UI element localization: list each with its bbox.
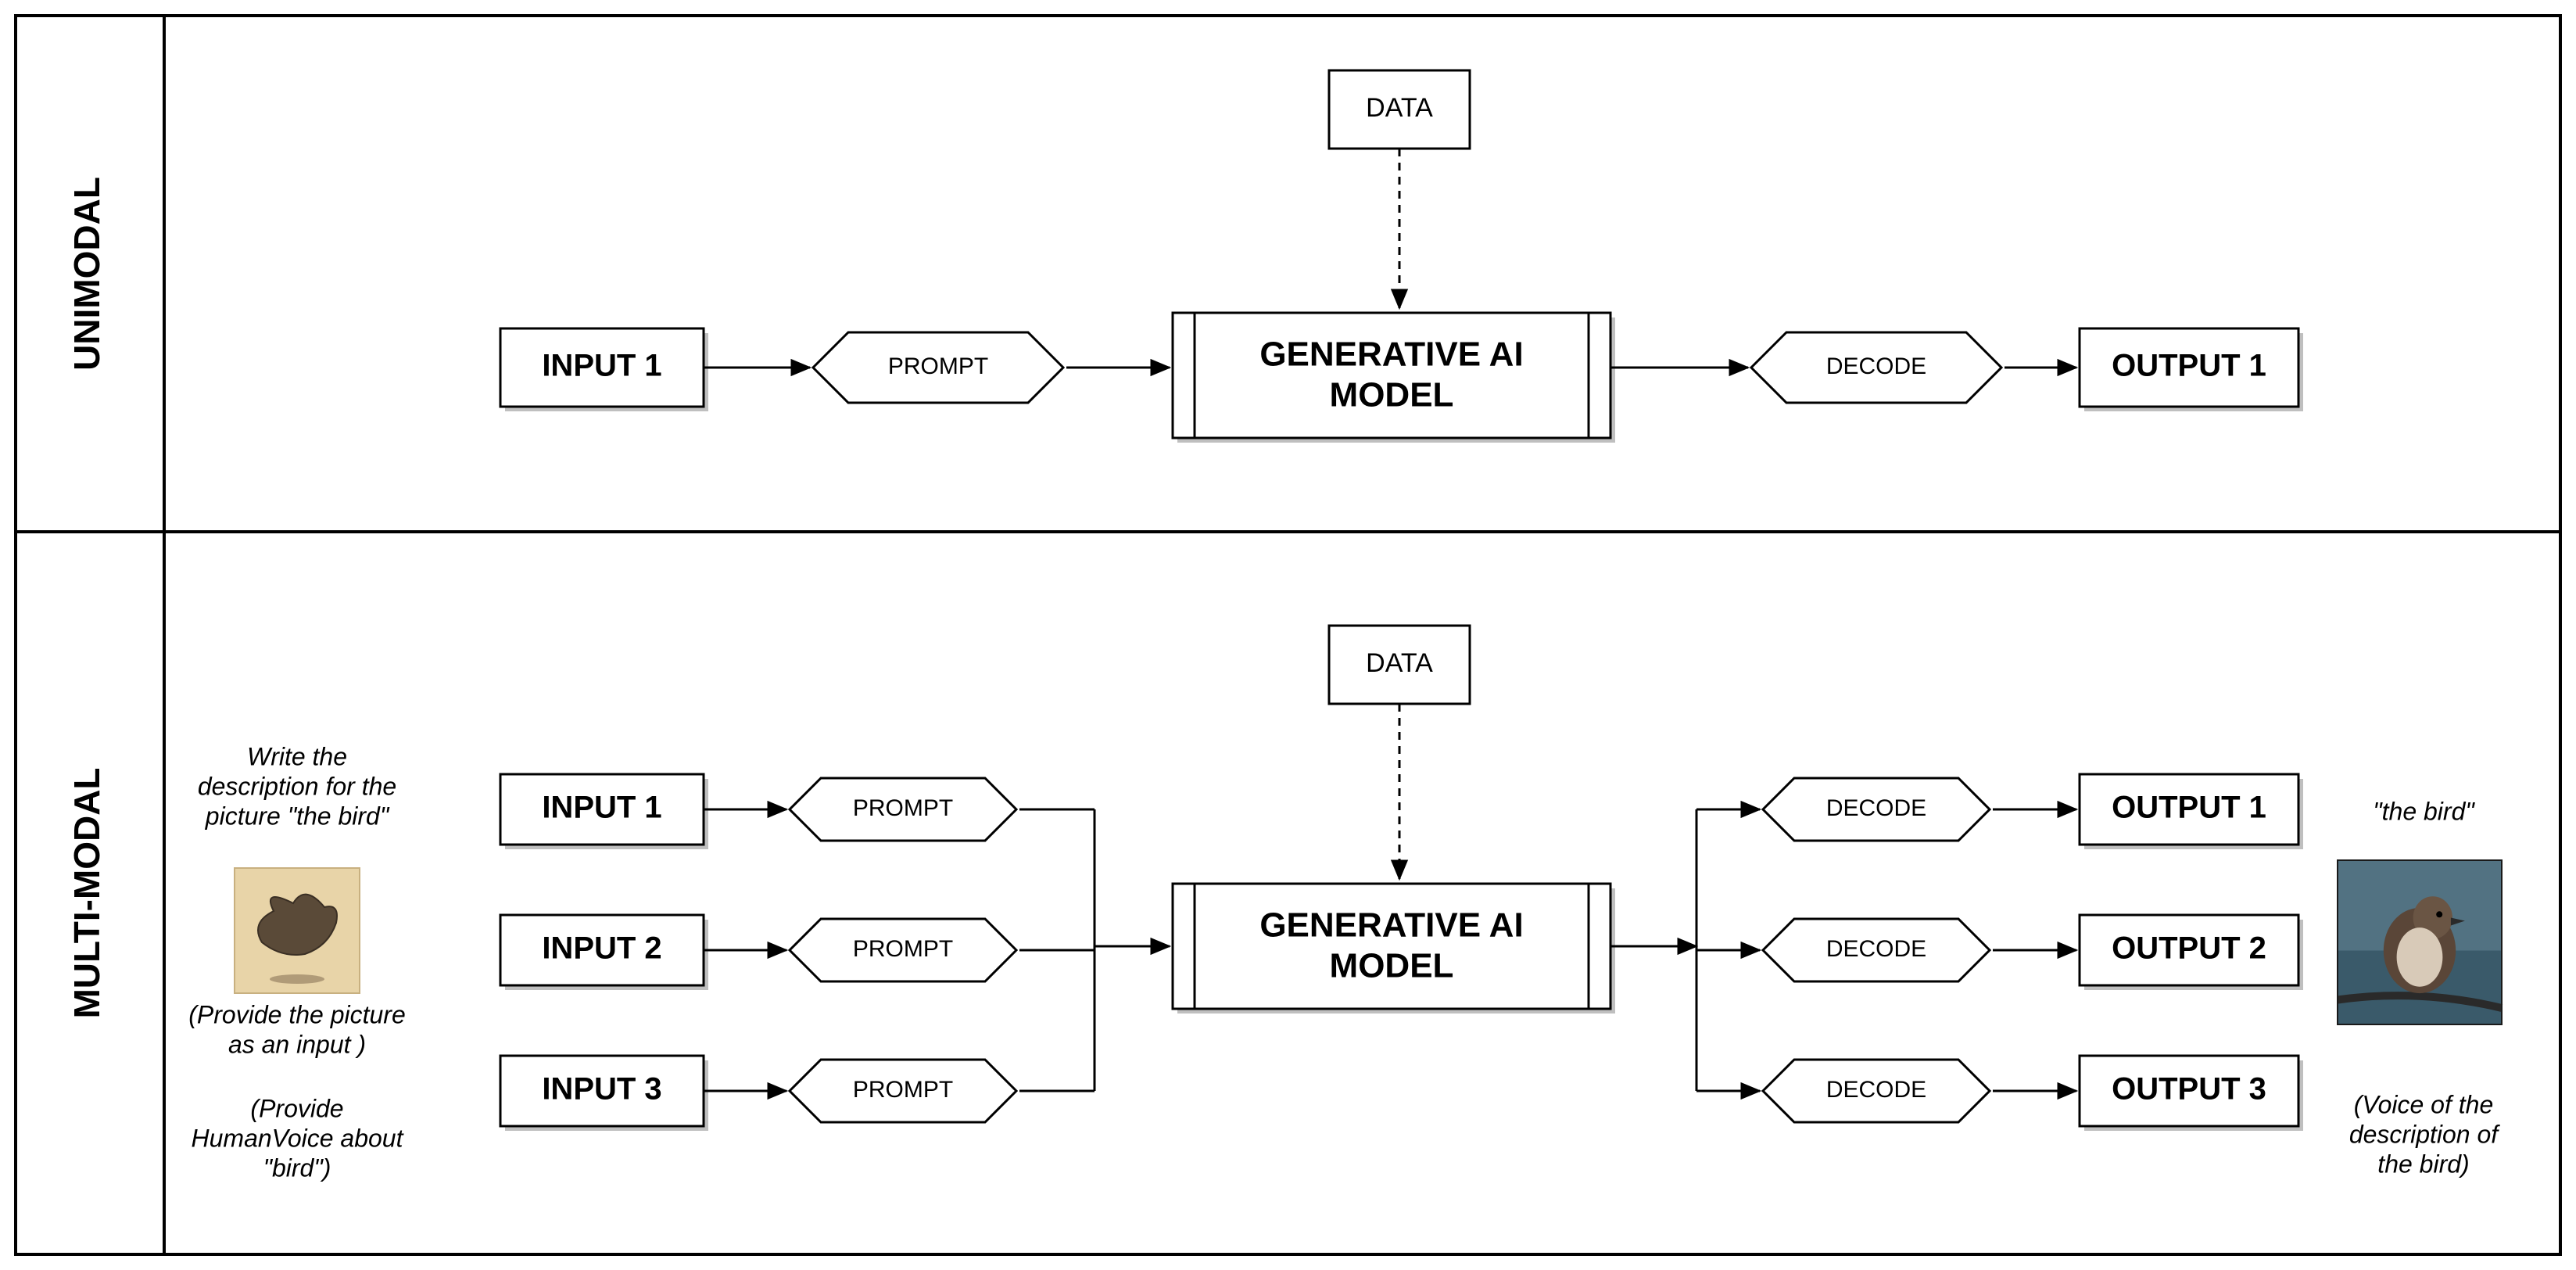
multi-left-annotation-2-line-1: (Provide the picture [188, 1000, 405, 1028]
multi-left-annotation-1-line-1: Write the [247, 742, 347, 770]
multi-decode-hex-1-label: DECODE [1826, 795, 1926, 821]
multi-input-box-1-label: INPUT 1 [542, 791, 661, 825]
multi-input-box-3-label: INPUT 3 [542, 1072, 661, 1107]
multi-prompt-hex-2-label: PROMPT [853, 936, 953, 962]
multi-right-annotation-1-line-1: "the bird" [2373, 797, 2475, 825]
multi-output-box-1-label: OUTPUT 1 [2112, 791, 2266, 825]
multi-decode-hex-2-label: DECODE [1826, 936, 1926, 962]
multi-decode-hex-3-label: DECODE [1826, 1077, 1926, 1103]
uni-data-label: DATA [1366, 93, 1433, 123]
multi-input-box-2-label: INPUT 2 [542, 931, 661, 966]
uni-model-box-label1: GENERATIVE AI [1259, 335, 1523, 374]
row-label-unimodal: UNIMODAL [66, 177, 107, 371]
multi-model-box-label2: MODEL [1330, 947, 1454, 985]
uni-output-box-label: OUTPUT 1 [2112, 349, 2266, 383]
multi-left-annotation-2-line-2: as an input ) [228, 1030, 366, 1058]
multi-right-annotation-2-line-3: the bird) [2377, 1150, 2469, 1178]
uni-prompt-hex-label: PROMPT [888, 353, 988, 379]
multi-prompt-hex-1-label: PROMPT [853, 795, 953, 821]
multi-model-box-label1: GENERATIVE AI [1259, 906, 1523, 945]
multi-data-label: DATA [1366, 648, 1433, 678]
multi-output-box-3-label: OUTPUT 3 [2112, 1072, 2266, 1107]
multi-left-annotation-3-line-2: HumanVoice about [192, 1124, 404, 1152]
multi-left-annotation-3-line-1: (Provide [250, 1094, 343, 1122]
multi-prompt-hex-3-label: PROMPT [853, 1077, 953, 1103]
uni-input-box-label: INPUT 1 [542, 349, 661, 383]
multi-right-annotation-2-line-1: (Voice of the [2354, 1090, 2493, 1118]
multi-right-bird-icon [2338, 860, 2502, 1024]
multi-output-box-2-label: OUTPUT 2 [2112, 931, 2266, 966]
uni-decode-hex-label: DECODE [1826, 353, 1926, 379]
multi-left-annotation-3-line-3: "bird") [263, 1153, 331, 1182]
uni-model-box-label2: MODEL [1330, 376, 1454, 414]
multi-right-annotation-2-line-2: description of [2349, 1120, 2500, 1148]
multi-left-annotation-1-line-3: picture "the bird" [205, 802, 390, 830]
multi-left-bird-icon [235, 868, 360, 993]
row-label-multimodal: MULTI-MODAL [66, 767, 107, 1018]
multi-left-annotation-1-line-2: description for the [198, 772, 396, 800]
